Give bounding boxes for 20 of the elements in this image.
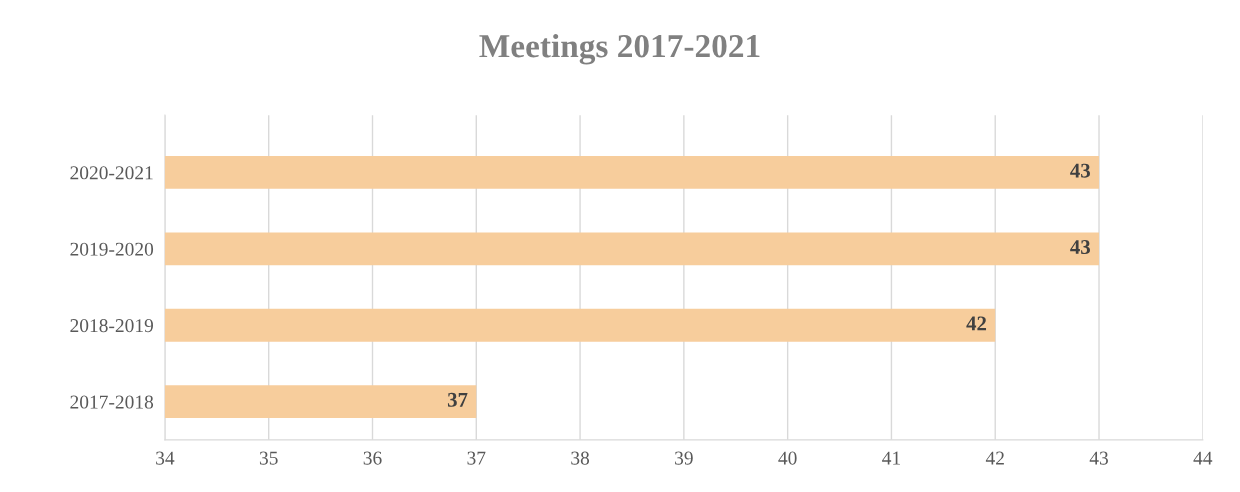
x-tick-label: 41 <box>882 451 900 465</box>
x-tick-label: 37 <box>467 451 486 465</box>
y-tick-label: 2020-2021 <box>70 166 153 180</box>
x-tick-label: 38 <box>571 451 590 465</box>
x-tick-label: 39 <box>675 451 693 465</box>
x-tick-label: 42 <box>985 451 1004 465</box>
x-tick-label: 43 <box>1089 451 1108 465</box>
data-label: 43 <box>1070 163 1090 178</box>
data-label: 43 <box>1070 240 1090 255</box>
y-tick-label: 2018-2019 <box>70 319 154 333</box>
y-tick-label: 2019-2020 <box>70 242 154 256</box>
data-label: 42 <box>966 316 987 331</box>
x-tick-label: 35 <box>259 451 278 465</box>
x-tick-label: 36 <box>363 451 382 465</box>
data-label: 37 <box>447 392 468 407</box>
y-tick-label: 2017-2018 <box>70 395 154 409</box>
x-tick-label: 40 <box>778 451 797 465</box>
chart-title: Meetings 2017-2021 <box>479 33 760 65</box>
x-tick-label: 34 <box>156 451 175 465</box>
x-tick-label: 44 <box>1193 451 1213 465</box>
